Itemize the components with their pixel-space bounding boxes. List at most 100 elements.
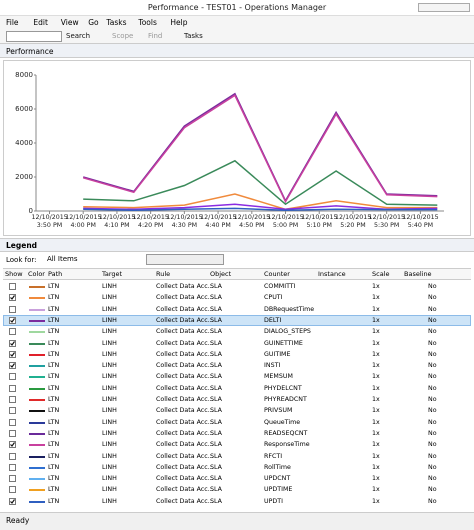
checkbox[interactable] [9,407,16,415]
cell: Collect Data Acc... [156,418,214,426]
cell: 1x [372,328,380,336]
checkbox[interactable] [9,362,16,370]
cell: GUINETTIME [264,339,303,347]
cell: SLA [210,316,222,324]
column-header[interactable]: Color [28,270,45,278]
cell: LINH [102,362,117,370]
cell: 1x [372,283,380,290]
menu-item[interactable]: Tasks [106,18,127,27]
checkbox[interactable] [9,294,16,302]
column-header[interactable]: Show [5,270,23,278]
window-controls[interactable] [418,3,470,12]
cell: PHYDELCNT [264,384,302,392]
toolbar-button[interactable]: Tasks [184,32,203,40]
color-swatch [29,353,45,356]
menu-item[interactable]: Help [170,18,188,27]
checkbox[interactable] [9,396,16,403]
search-box[interactable] [6,31,62,42]
cell: 1x [372,486,380,494]
check-mark [10,340,15,346]
checkbox[interactable] [9,283,16,290]
cell: UPDTIME [264,486,293,494]
checkbox[interactable] [9,418,16,426]
menu-item[interactable]: Edit [33,18,48,27]
x-tick-label: 12/10/2015 5:40 PM [402,214,439,229]
chart: 0 2000 4000 6000 8000 [15,71,444,215]
column-header[interactable]: Target [102,270,123,278]
checkbox[interactable] [9,305,16,313]
cell: Collect Data Acc... [156,305,214,313]
color-swatch [29,365,45,368]
menu-item[interactable]: Tools [138,18,157,27]
cell: 1x [372,305,380,313]
cell: DELTI [264,316,282,324]
check-mark [10,351,15,357]
column-header[interactable]: Scale [372,270,390,278]
series-line [83,159,438,206]
cell: SLA [210,305,222,313]
checkbox[interactable] [9,497,16,505]
column-header[interactable]: Object [210,270,232,278]
cell: SLA [210,452,222,460]
menu-item[interactable]: File [6,18,19,27]
filter-dropdown[interactable]: All Items [47,255,78,263]
cell: No [428,362,437,370]
checkbox[interactable] [9,384,16,392]
toolbar-button[interactable]: Scope [112,32,134,40]
column-header[interactable]: Baseline [404,270,432,278]
cell: No [428,350,437,358]
checkbox[interactable] [9,316,16,324]
checkbox[interactable] [9,339,16,347]
cell: No [428,407,437,415]
column-header[interactable]: Counter [264,270,290,278]
cell: LTN [48,373,60,381]
menu-item[interactable]: View [60,18,79,27]
checkbox[interactable] [9,463,16,471]
cell: SLA [210,373,222,381]
cell: No [428,441,437,449]
cell: 1x [372,497,380,505]
color-swatch [29,331,45,334]
toolbar-button[interactable]: Find [148,32,163,40]
menu-item[interactable]: Go [88,18,99,27]
legend-header [0,238,474,252]
column-header[interactable]: Rule [156,270,171,278]
x-tick-label: 12/10/2015 4:00 PM [65,214,102,229]
cell: No [428,316,437,324]
cell: LTN [48,497,60,505]
cell: 1x [372,294,380,302]
legend-title: Legend [6,241,38,250]
cell: LTN [48,328,60,336]
cell: Collect Data Acc... [156,283,214,290]
checkbox[interactable] [9,328,16,336]
cell: LTN [48,283,60,290]
checkbox[interactable] [9,486,16,494]
filter-box[interactable] [146,254,224,265]
window-title: Performance - TEST01 - Operations Manage… [147,3,327,12]
cell: Collect Data Acc... [156,294,214,302]
cell: 1x [372,418,380,426]
cell: LINH [102,429,117,437]
cell: LTN [48,316,60,324]
cell: 1x [372,316,380,324]
checkbox[interactable] [9,429,16,437]
color-swatch [29,455,45,458]
cell: SLA [210,362,222,370]
cell: DIALOG_STEPS [264,328,311,336]
checkbox[interactable] [9,475,16,483]
y-tick-label: 0 [29,207,33,215]
checkbox[interactable] [9,441,16,449]
checkbox[interactable] [9,350,16,358]
checkbox[interactable] [9,452,16,460]
checkbox[interactable] [9,373,16,381]
column-header[interactable]: Instance [318,270,346,278]
cell: GUITIME [264,350,291,358]
x-tick-label: 12/10/2015 5:20 PM [334,214,372,229]
column-header[interactable]: Path [48,270,63,278]
cell: SLA [210,429,222,437]
cell: LTN [48,396,60,403]
cell: Collect Data Acc... [156,373,214,381]
cell: Collect Data Acc... [156,441,214,449]
cell: LINH [102,486,117,494]
toolbar-button[interactable]: Search [66,32,91,40]
